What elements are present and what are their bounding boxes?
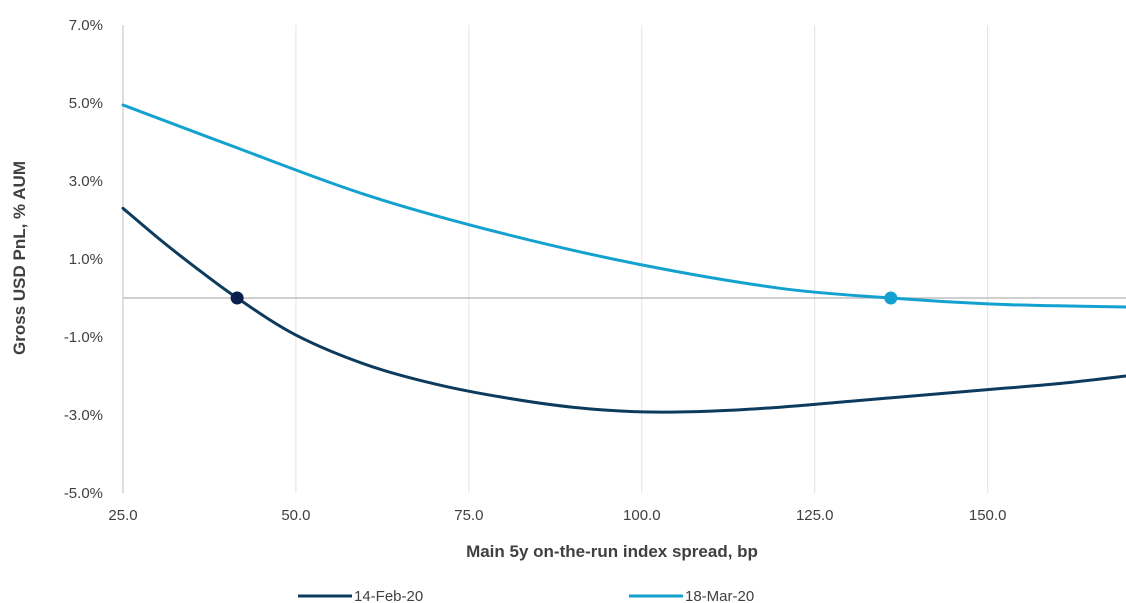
axes xyxy=(122,25,1126,493)
y-tick-label: -5.0% xyxy=(64,485,103,502)
series-marker-1 xyxy=(230,291,244,305)
series-line-1 xyxy=(121,206,1126,414)
y-axis-title: Gross USD PnL, % AUM xyxy=(10,161,29,355)
x-tick-label: 125.0 xyxy=(796,507,834,524)
series-layer xyxy=(121,103,1126,414)
x-axis-title: Main 5y on-the-run index spread, bp xyxy=(466,542,758,561)
series-line-2 xyxy=(121,103,1126,309)
y-tick-label: 1.0% xyxy=(69,251,103,268)
y-tick-label: -1.0% xyxy=(64,329,103,346)
x-tick-label: 75.0 xyxy=(454,507,483,524)
y-tick-label: 3.0% xyxy=(69,173,103,190)
legend-label-2: 18-Mar-20 xyxy=(685,588,754,603)
y-tick-label: 7.0% xyxy=(69,17,103,34)
grid-lines xyxy=(295,25,989,493)
tick-labels: 25.0 50.0 75.0 100.0 125.0 150.0 7.0% 5.0% 3.0% 1… xyxy=(64,17,1007,524)
x-tick-label: 25.0 xyxy=(108,507,137,524)
legend: 14-Feb-20 18-Mar-20 xyxy=(298,588,754,603)
x-tick-label: 50.0 xyxy=(281,507,310,524)
x-tick-label: 150.0 xyxy=(969,507,1007,524)
y-tick-label: -3.0% xyxy=(64,407,103,424)
y-tick-label: 5.0% xyxy=(69,95,103,112)
x-tick-label: 100.0 xyxy=(623,507,661,524)
series-marker-2 xyxy=(884,291,898,305)
legend-label-1: 14-Feb-20 xyxy=(354,588,423,603)
